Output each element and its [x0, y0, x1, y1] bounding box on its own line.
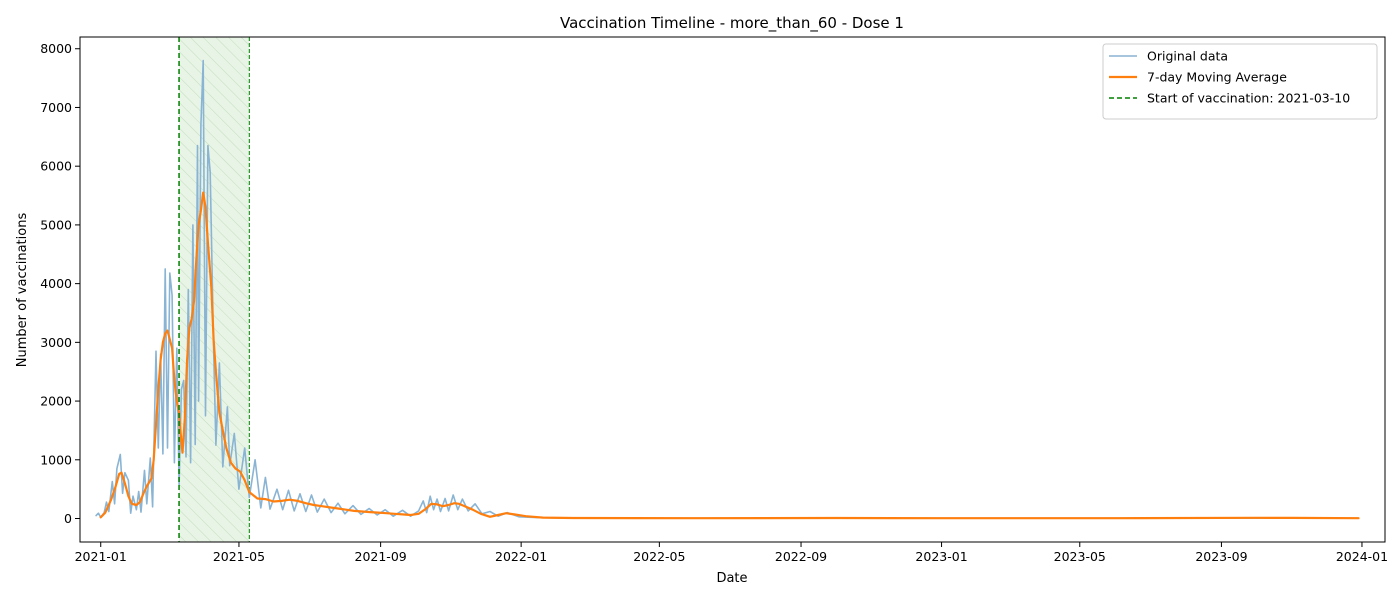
x-tick-label: 2023-09	[1195, 549, 1247, 564]
x-tick-label: 2024-01	[1336, 549, 1388, 564]
y-tick-label: 1000	[40, 452, 72, 467]
plot-frame	[79, 36, 1386, 543]
moving-average-line	[99, 191, 1360, 520]
x-axis-label: Date	[716, 571, 747, 586]
legend: Original data 7-day Moving Average Start o…	[1102, 43, 1378, 120]
y-tick-label: 7000	[40, 100, 72, 115]
legend-box	[1102, 43, 1378, 120]
vaccination-period-hatch	[179, 37, 250, 542]
series-group	[95, 59, 1360, 520]
x-tick-label: 2023-05	[1054, 549, 1106, 564]
y-tick-label: 6000	[40, 159, 72, 174]
y-tick-label: 5000	[40, 217, 72, 232]
plot-area: 2021-01 2021-05 2021-09 2022-01 2022-05 2022-…	[40, 36, 1388, 564]
legend-label: Start of vaccination: 2021-03-10	[1147, 91, 1350, 106]
original-data-line	[95, 59, 1360, 519]
y-tick-label: 8000	[40, 41, 72, 56]
y-axis-label: Number of vaccinations	[15, 213, 30, 368]
x-tick-label: 2021-01	[75, 549, 127, 564]
y-tick-label: 2000	[40, 394, 72, 409]
x-tick-label: 2021-09	[355, 549, 407, 564]
legend-label: 7-day Moving Average	[1147, 70, 1287, 85]
x-tick-label: 2021-05	[213, 549, 265, 564]
y-tick-label: 0	[64, 511, 72, 526]
legend-label: Original data	[1147, 49, 1228, 64]
x-tick-label: 2022-09	[775, 549, 827, 564]
chart-title: Vaccination Timeline - more_than_60 - Do…	[560, 14, 904, 33]
x-tick-label: 2022-05	[633, 549, 685, 564]
y-tick-label: 4000	[40, 276, 72, 291]
x-tick-label: 2022-01	[495, 549, 547, 564]
y-tick-label: 3000	[40, 335, 72, 350]
x-tick-label: 2023-01	[915, 549, 967, 564]
